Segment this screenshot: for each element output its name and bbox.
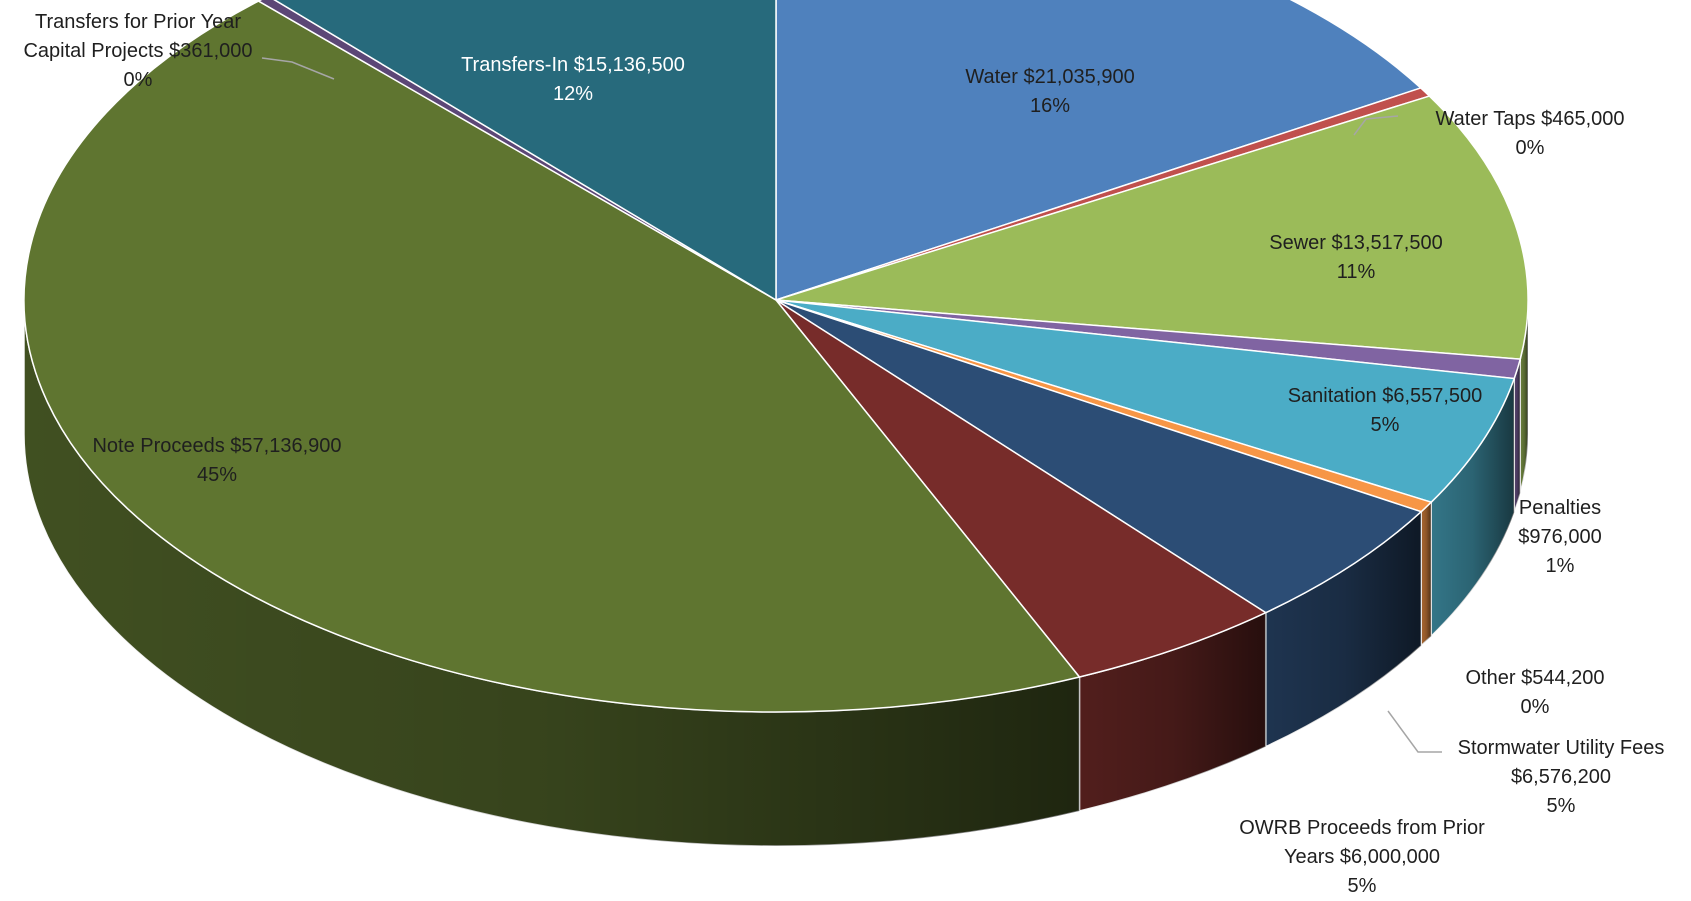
label-water-taps: Water Taps $465,000 0% [1435, 108, 1624, 159]
label-sanitation-pct: 5% [1371, 414, 1400, 436]
pie-side-shade-unlabeled-5 [1421, 502, 1432, 646]
label-owrb-pct: 5% [1348, 875, 1377, 896]
pie-slice-unlabeled-6 [775, 299, 1423, 614]
label-sanitation-name: Sanitation $6,557,500 [1288, 385, 1483, 407]
pie-side-shade-unlabeled-3 [1514, 359, 1521, 513]
label-sewer-name: Sewer $13,517,500 [1269, 232, 1442, 254]
label-sanitation: Sanitation $6,557,500 5% [1288, 385, 1483, 436]
pie-slice-note-proceeds-8 [23, 0, 1081, 713]
label-penalties-amount: $976,000 [1518, 526, 1601, 548]
label-penalties: Penalties $976,000 1% [1518, 497, 1601, 577]
label-transfers-prior-line2: Capital Projects $361,000 [23, 40, 252, 62]
label-sewer-pct: 11% [1337, 261, 1376, 283]
label-note-proceeds: Note Proceeds $57,136,900 45% [92, 435, 341, 486]
pie-tops [23, 0, 1529, 713]
label-penalties-name: Penalties [1519, 497, 1601, 519]
label-owrb-line1: OWRB Proceeds from Prior [1239, 817, 1485, 839]
pie-slice-sanitation-4 [775, 299, 1516, 504]
label-transfers-in-name: Transfers-In $15,136,500 [461, 54, 685, 76]
label-owrb: OWRB Proceeds from Prior Years $6,000,00… [1239, 817, 1485, 897]
label-transfers-prior: Transfers for Prior Year Capital Project… [23, 11, 252, 91]
label-stormwater: Stormwater Utility Fees $6,576,200 5% [1458, 737, 1665, 817]
pie-side-shade-unlabeled-6 [1265, 511, 1422, 747]
label-transfers-prior-line1: Transfers for Prior Year [35, 11, 241, 33]
pie-sides [23, 299, 1529, 847]
label-note-proceeds-pct: 45% [197, 464, 237, 486]
label-note-proceeds-name: Note Proceeds $57,136,900 [92, 435, 341, 457]
label-water-name: Water $21,035,900 [965, 66, 1134, 88]
pie-side-shade-note-proceeds-8 [24, 300, 1080, 846]
leader-line-water-taps [1353, 115, 1399, 136]
pie-side-shade-sewer-2 [1520, 300, 1528, 494]
label-water-pct: 16% [1030, 95, 1070, 117]
label-transfers-in-pct: 12% [553, 83, 593, 105]
pie-slice-water-0 [775, 0, 1423, 302]
pie-slice-transfers-for-prior-year-capital-projects-9 [256, 0, 777, 301]
label-owrb-line2: Years $6,000,000 [1284, 846, 1440, 868]
label-penalties-pct: 1% [1546, 555, 1575, 577]
label-other-name: Other $544,200 [1466, 667, 1605, 689]
label-water-taps-pct: 0% [1516, 137, 1545, 159]
pie-side-shade-unlabeled-7 [1079, 612, 1266, 811]
pie-slice-sewer-2 [775, 95, 1529, 360]
label-other-pct: 0% [1521, 696, 1550, 718]
label-stormwater-amount: $6,576,200 [1511, 766, 1611, 788]
leader-line-transfers-prior [261, 57, 335, 80]
leader-lines [261, 57, 1442, 753]
label-water: Water $21,035,900 16% [965, 66, 1134, 117]
label-transfers-in: Transfers-In $15,136,500 12% [461, 54, 685, 105]
label-sewer: Sewer $13,517,500 11% [1269, 232, 1442, 283]
label-stormwater-name: Stormwater Utility Fees [1458, 737, 1665, 759]
label-water-taps-name: Water Taps $465,000 [1435, 108, 1624, 130]
label-other: Other $544,200 0% [1466, 667, 1605, 718]
label-stormwater-pct: 5% [1547, 795, 1576, 817]
pie-slice-unlabeled-7 [775, 299, 1268, 678]
label-transfers-prior-pct: 0% [124, 69, 153, 91]
pie-slice-transfers-in-10 [273, 0, 777, 302]
pie-side-shade-sanitation-4 [1431, 378, 1515, 637]
leader-line-stormwater [1387, 710, 1442, 753]
